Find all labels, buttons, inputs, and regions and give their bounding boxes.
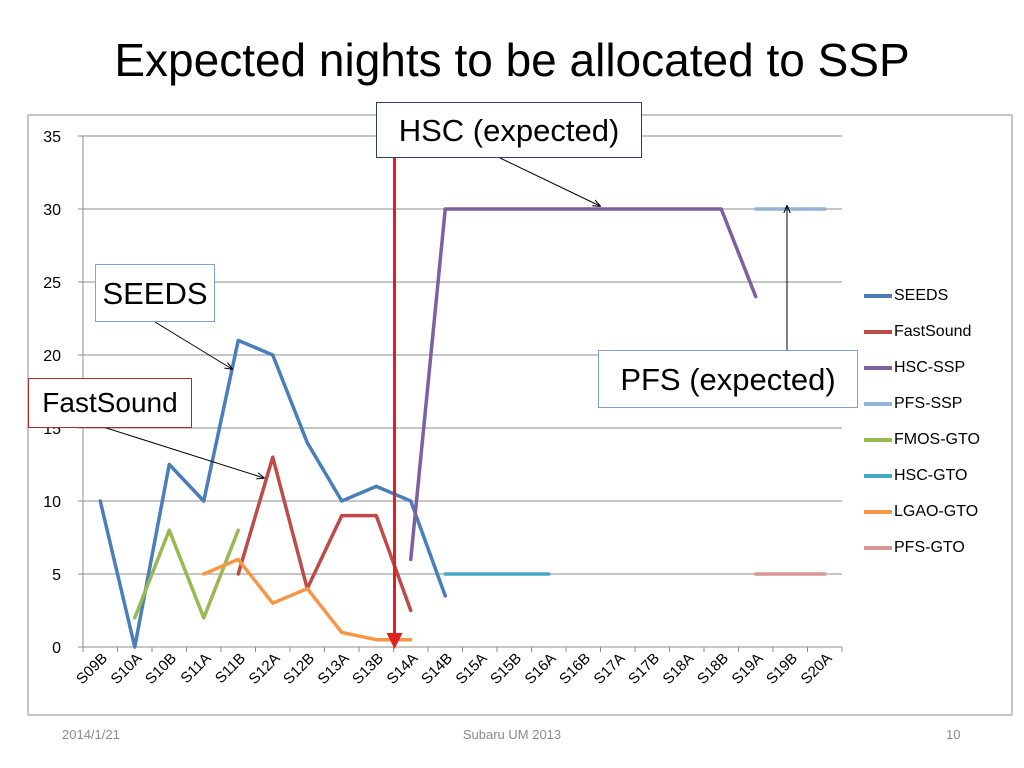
y-tick-label-0: 0 bbox=[52, 640, 61, 657]
legend-swatch-lgao-gto bbox=[864, 510, 892, 514]
data-point-seeds bbox=[443, 594, 447, 598]
data-point-hsc-ssp bbox=[616, 207, 620, 211]
footer-date: 2014/1/21 bbox=[62, 727, 120, 742]
data-point-lgao-gto bbox=[271, 601, 275, 605]
data-point-seeds bbox=[98, 499, 102, 503]
data-point-hsc-ssp bbox=[754, 295, 758, 299]
data-point-seeds bbox=[340, 499, 344, 503]
legend-swatch-hsc-gto bbox=[864, 474, 892, 478]
data-point-hsc-ssp bbox=[547, 207, 551, 211]
data-point-seeds bbox=[202, 499, 206, 503]
series-line-fmos-gto bbox=[133, 528, 240, 620]
data-point-pfs-ssp bbox=[788, 207, 792, 211]
data-point-seeds bbox=[409, 499, 413, 503]
hsc-expected-callout: HSC (expected) bbox=[376, 102, 642, 158]
y-tick-label-30: 30 bbox=[43, 202, 61, 219]
pfs-expected-callout: PFS (expected) bbox=[598, 350, 858, 408]
data-point-pfs-gto bbox=[754, 572, 758, 576]
data-point-lgao-gto bbox=[374, 638, 378, 642]
data-point-hsc-ssp bbox=[685, 207, 689, 211]
data-point-seeds bbox=[167, 463, 171, 466]
data-point-hsc-gto bbox=[478, 572, 482, 576]
legend-item-lgao-gto: LGAO-GTO bbox=[864, 494, 980, 530]
data-point-hsc-gto bbox=[547, 572, 551, 576]
seeds-callout: SEEDS bbox=[95, 264, 215, 322]
legend-label-fastsound: FastSound bbox=[894, 323, 972, 340]
data-point-pfs-ssp bbox=[754, 207, 758, 211]
chart-legend: SEEDS FastSound HSC-SSP PFS-SSP FMOS-GTO HSC-… bbox=[864, 278, 980, 566]
legend-label-hsc-ssp: HSC-SSP bbox=[894, 359, 966, 376]
y-tick-label-20: 20 bbox=[43, 348, 61, 365]
legend-swatch-seeds bbox=[864, 294, 892, 298]
legend-item-seeds: SEEDS bbox=[864, 278, 980, 314]
fastsound-callout: FastSound bbox=[28, 378, 192, 428]
data-point-seeds bbox=[374, 484, 378, 488]
chart-frame bbox=[27, 114, 1013, 716]
data-point-hsc-gto bbox=[443, 572, 447, 576]
legend-swatch-pfs-ssp bbox=[864, 402, 892, 406]
legend-swatch-pfs-gto bbox=[864, 546, 892, 550]
data-point-pfs-gto bbox=[823, 572, 827, 576]
legend-item-fmos-gto: FMOS-GTO bbox=[864, 422, 980, 458]
current-period-arrowhead bbox=[386, 633, 403, 649]
legend-item-pfs-ssp: PFS-SSP bbox=[864, 386, 980, 422]
hsc-callout-arrow bbox=[499, 157, 600, 206]
data-point-fmos-gto bbox=[167, 528, 171, 532]
data-point-lgao-gto bbox=[202, 572, 206, 576]
data-point-fmos-gto bbox=[236, 528, 240, 532]
data-point-lgao-gto bbox=[305, 587, 309, 591]
data-point-fmos-gto bbox=[133, 616, 137, 620]
series-line-fastsound bbox=[236, 455, 413, 613]
data-point-seeds bbox=[133, 645, 137, 649]
data-point-hsc-ssp bbox=[650, 207, 654, 211]
y-tick-label-25: 25 bbox=[43, 275, 61, 292]
y-tick-label-5: 5 bbox=[52, 567, 61, 584]
data-point-fastsound bbox=[340, 514, 344, 518]
data-point-fmos-gto bbox=[202, 616, 206, 620]
y-tick-label-10: 10 bbox=[43, 494, 61, 511]
slide-title: Expected nights to be allocated to SSP bbox=[114, 34, 910, 86]
data-point-hsc-ssp bbox=[478, 207, 482, 211]
data-point-fastsound bbox=[236, 572, 240, 576]
data-point-pfs-gto bbox=[788, 572, 792, 576]
data-point-hsc-ssp bbox=[581, 207, 585, 211]
legend-label-pfs-ssp: PFS-SSP bbox=[894, 395, 963, 412]
legend-item-fastsound: FastSound bbox=[864, 314, 980, 350]
data-point-fastsound bbox=[409, 609, 413, 612]
legend-label-hsc-gto: HSC-GTO bbox=[894, 467, 968, 484]
legend-item-hsc-ssp: HSC-SSP bbox=[864, 350, 980, 386]
legend-label-lgao-gto: LGAO-GTO bbox=[894, 503, 979, 520]
data-point-seeds bbox=[236, 338, 240, 342]
y-tick-label-35: 35 bbox=[43, 129, 61, 146]
footer-center-text: Subaru UM 2013 bbox=[462, 727, 562, 742]
data-point-hsc-ssp bbox=[409, 557, 413, 561]
legend-swatch-hsc-ssp bbox=[864, 366, 892, 370]
legend-label-seeds: SEEDS bbox=[894, 287, 949, 304]
page-number: 10 bbox=[946, 727, 961, 742]
data-point-hsc-ssp bbox=[512, 207, 516, 211]
seeds-callout-arrow bbox=[154, 321, 232, 369]
legend-item-pfs-gto: PFS-GTO bbox=[864, 530, 980, 566]
fastsound-callout-arrow bbox=[99, 425, 264, 478]
data-point-seeds bbox=[305, 441, 309, 445]
legend-swatch-fmos-gto bbox=[864, 438, 892, 442]
data-point-hsc-gto bbox=[512, 572, 516, 576]
data-point-pfs-ssp bbox=[823, 207, 827, 211]
data-point-lgao-gto bbox=[236, 557, 240, 561]
data-point-fastsound bbox=[271, 455, 275, 459]
legend-item-hsc-gto: HSC-GTO bbox=[864, 458, 980, 494]
data-point-hsc-ssp bbox=[443, 207, 447, 211]
data-point-seeds bbox=[271, 353, 275, 357]
data-point-lgao-gto bbox=[409, 638, 413, 642]
data-point-lgao-gto bbox=[340, 630, 344, 634]
legend-label-fmos-gto: FMOS-GTO bbox=[894, 431, 980, 448]
data-point-hsc-ssp bbox=[719, 207, 723, 211]
data-point-fastsound bbox=[374, 514, 378, 518]
legend-label-pfs-gto: PFS-GTO bbox=[894, 539, 965, 556]
legend-swatch-fastsound bbox=[864, 330, 892, 334]
